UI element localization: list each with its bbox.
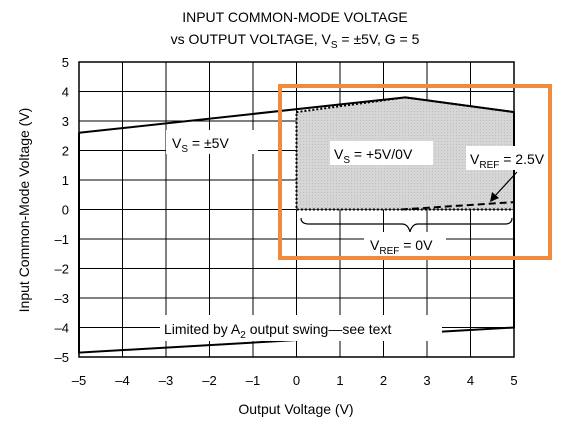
y-tick-label: 0 (62, 203, 69, 218)
annotation-vref-25-arrow-line (493, 171, 518, 198)
annotation-vs-single-sub: S (343, 155, 350, 166)
y-tick-label: 4 (62, 85, 69, 100)
annotation-vref-0-bg (364, 232, 446, 256)
x-tick-label: –4 (115, 373, 129, 388)
annotation-vs-single-rest: = +5V/0V (350, 146, 413, 162)
annotation-limit-sub: 2 (240, 330, 246, 341)
y-axis-label: Input Common-Mode Voltage (V) (16, 108, 32, 313)
annotation-vref-25-text: VREF = 2.5V (470, 151, 545, 171)
annotation-vref-0-rest: = 0V (399, 237, 433, 253)
x-tick-label: –2 (202, 373, 216, 388)
annotation-vs-dual-bg (166, 130, 258, 154)
x-tick-label: 4 (467, 373, 474, 388)
annotation-vs-dual-text: VS = ±5V (172, 135, 229, 155)
chart-title-line2: vs OUTPUT VOLTAGE, VS = ±5V, G = 5 (171, 31, 420, 51)
tick-labels: –5 –4 –3 –2 –1 0 1 2 3 4 5 5 4 3 2 1 0 –1 –2 –3 –4 –5 (55, 55, 518, 388)
series-line-2 (400, 201, 515, 211)
y-tick-label: –2 (55, 262, 69, 277)
y-tick-label: 1 (62, 173, 69, 188)
y-tick-label: –4 (55, 321, 69, 336)
series-line-0 (78, 96, 515, 354)
annotation-vs-dual: VS = ±5V (166, 130, 258, 155)
annotation-vs-dual-rest: = ±5V (188, 135, 229, 151)
x-tick-label: 1 (336, 373, 343, 388)
annotation-vref-0-main: V (370, 237, 380, 253)
y-tick-label: 5 (62, 55, 69, 70)
x-axis-label: Output Voltage (V) (238, 401, 353, 417)
annotation-vref-25-rest: = 2.5V (499, 151, 544, 167)
x-tick-label: 0 (293, 373, 300, 388)
annotation-vref-0-text: VREF = 0V (370, 237, 433, 257)
annotation-limit-bg (160, 315, 442, 341)
y-tick-label: –5 (55, 350, 69, 365)
annotation-vref-25-sub: REF (479, 160, 499, 171)
annotation-vs-single-main: V (334, 146, 344, 162)
x-tick-label: 2 (380, 373, 387, 388)
highlight-box (278, 84, 552, 260)
annotation-vref-25-arrowhead (490, 192, 499, 202)
annotation-vs-single-text: VS = +5V/0V (334, 146, 413, 166)
vref-0-brace (300, 217, 513, 233)
x-tick-label: –3 (159, 373, 173, 388)
annotation-vs-single: VS = +5V/0V (330, 141, 433, 166)
annotation-limit-main: Limited by A (164, 321, 241, 337)
annotation-vref-25-bg (466, 146, 560, 170)
annotation-vref-0: VREF = 0V (300, 217, 513, 257)
x-tick-label: 5 (510, 373, 517, 388)
x-tick-label: 3 (423, 373, 430, 388)
annotation-limit-rest: output swing—see text (246, 321, 392, 337)
chart-title-line2-sub: S (331, 40, 338, 51)
y-tick-label: 2 (62, 144, 69, 159)
annotation-vref-25: VREF = 2.5V (466, 146, 560, 202)
y-tick-label: 3 (62, 114, 69, 129)
y-tick-label: –3 (55, 291, 69, 306)
chart-title-line2-main: vs OUTPUT VOLTAGE, V (171, 31, 332, 47)
x-tick-label: –5 (72, 373, 86, 388)
x-tick-label: –1 (246, 373, 260, 388)
annotation-vs-dual-sub: S (181, 144, 188, 155)
chart-title-line2-rest: = ±5V, G = 5 (338, 31, 420, 47)
annotation-vref-0-sub: REF (379, 246, 399, 257)
y-tick-label: –1 (55, 232, 69, 247)
annotation-limit: Limited by A2 output swing—see text (160, 315, 442, 341)
annotation-vref-25-main: V (470, 151, 480, 167)
annotation-vs-single-bg (330, 141, 433, 165)
annotation-vs-dual-main: V (172, 135, 182, 151)
chart-title-line1: INPUT COMMON-MODE VOLTAGE (182, 9, 408, 25)
annotation-limit-text: Limited by A2 output swing—see text (164, 321, 391, 341)
